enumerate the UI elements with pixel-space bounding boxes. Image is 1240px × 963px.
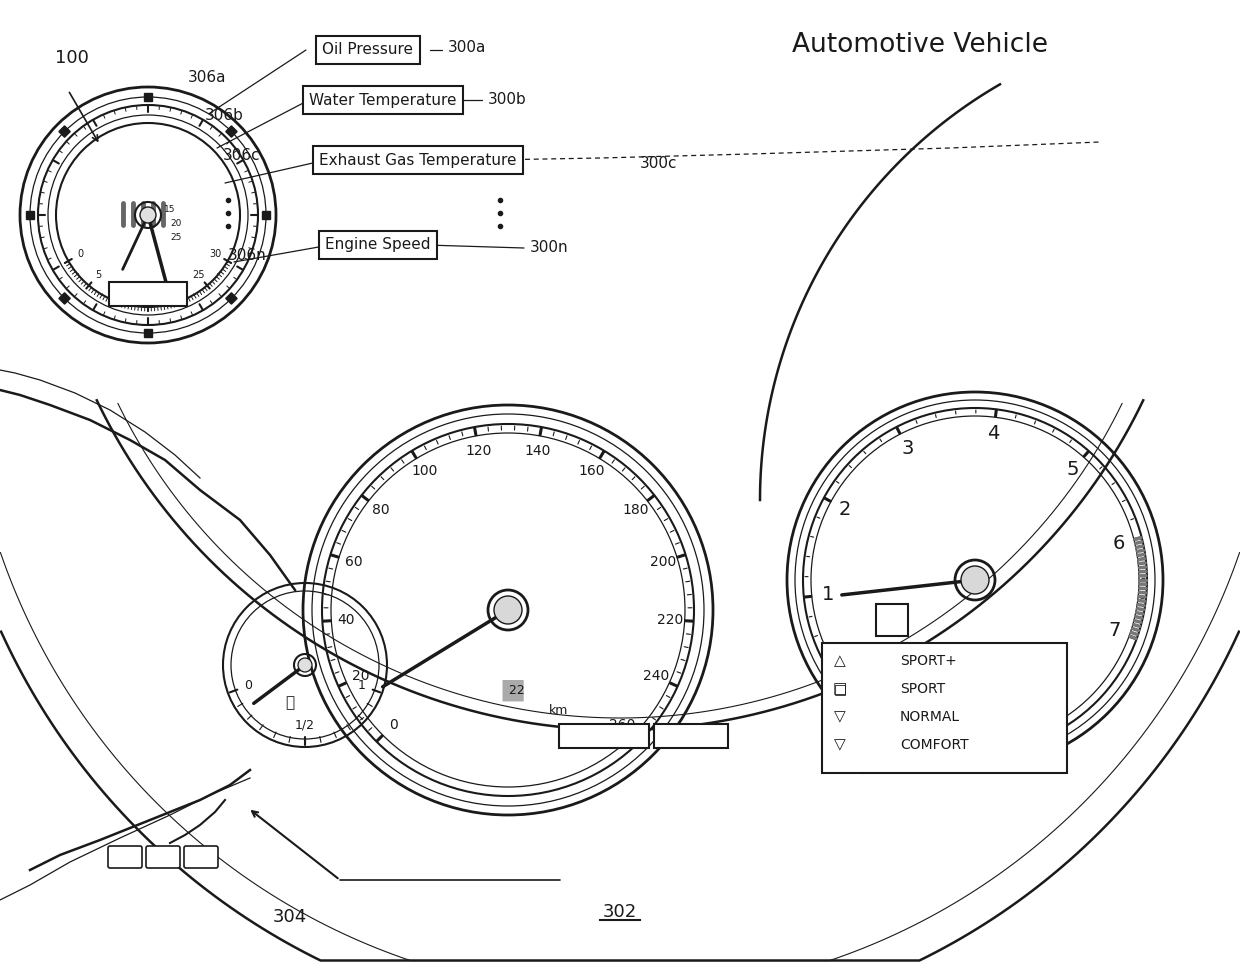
Polygon shape — [262, 211, 270, 219]
FancyBboxPatch shape — [146, 846, 180, 868]
Text: 5: 5 — [94, 270, 100, 279]
Text: ⛽: ⛽ — [285, 695, 295, 711]
Text: 7: 7 — [1107, 621, 1120, 640]
Circle shape — [298, 658, 312, 672]
Text: ■: ■ — [500, 676, 526, 704]
Text: 15: 15 — [164, 205, 176, 215]
Text: 3: 3 — [901, 439, 914, 457]
Text: 300n: 300n — [529, 241, 569, 255]
Text: 00864: 00864 — [585, 730, 622, 742]
Text: 348.8: 348.8 — [672, 730, 709, 742]
Circle shape — [812, 417, 1138, 743]
Text: 30: 30 — [210, 249, 222, 259]
Text: SPORT+: SPORT+ — [900, 654, 957, 668]
Text: Water Temperature: Water Temperature — [309, 92, 456, 108]
Text: 306c: 306c — [223, 147, 260, 163]
Text: 1: 1 — [822, 586, 835, 604]
Polygon shape — [60, 293, 71, 304]
Text: 240: 240 — [642, 669, 668, 684]
Text: 0: 0 — [244, 679, 253, 692]
Polygon shape — [60, 126, 71, 137]
Text: 15: 15 — [141, 288, 154, 298]
Circle shape — [332, 434, 684, 786]
Text: 5: 5 — [1066, 459, 1079, 479]
Text: 20: 20 — [170, 219, 182, 227]
Text: 100: 100 — [410, 464, 438, 479]
Text: 180: 180 — [622, 503, 649, 517]
Text: □: □ — [833, 682, 847, 696]
Text: 120: 120 — [465, 444, 492, 457]
Text: 300a: 300a — [448, 39, 486, 55]
Circle shape — [224, 584, 386, 746]
Text: 4: 4 — [987, 424, 999, 443]
Text: 10: 10 — [115, 283, 128, 294]
Text: 1: 1 — [357, 679, 366, 692]
Text: 302: 302 — [603, 903, 637, 921]
Text: 0: 0 — [856, 665, 868, 685]
Text: 20: 20 — [169, 283, 181, 294]
Text: Exhaust Gas Temperature: Exhaust Gas Temperature — [319, 152, 517, 168]
Text: NORMAL: NORMAL — [900, 710, 960, 724]
Text: 40: 40 — [337, 612, 355, 627]
Polygon shape — [26, 211, 33, 219]
FancyBboxPatch shape — [653, 724, 728, 748]
FancyBboxPatch shape — [822, 643, 1066, 773]
Text: 0: 0 — [389, 717, 398, 732]
Text: 306a: 306a — [188, 70, 227, 86]
Text: SPORT: SPORT — [900, 682, 945, 696]
FancyBboxPatch shape — [109, 282, 187, 306]
Text: Engine Speed: Engine Speed — [325, 238, 430, 252]
Text: 300b: 300b — [489, 92, 527, 108]
Text: ▽: ▽ — [835, 710, 846, 724]
FancyBboxPatch shape — [108, 846, 143, 868]
Text: 300c: 300c — [640, 155, 677, 170]
Circle shape — [140, 207, 156, 223]
Text: 60: 60 — [345, 555, 362, 569]
Text: 25: 25 — [192, 270, 205, 279]
Text: 22: 22 — [501, 684, 525, 696]
Polygon shape — [226, 126, 237, 137]
Text: ▽: ▽ — [835, 738, 846, 752]
Text: 160: 160 — [579, 464, 605, 479]
Text: 2: 2 — [838, 500, 851, 519]
Circle shape — [494, 596, 522, 624]
Text: 306n: 306n — [228, 247, 267, 263]
Text: COMFORT: COMFORT — [900, 738, 968, 752]
FancyBboxPatch shape — [559, 724, 649, 748]
FancyBboxPatch shape — [875, 604, 908, 636]
Polygon shape — [144, 329, 153, 337]
Text: 20: 20 — [351, 669, 370, 684]
Text: 140: 140 — [525, 444, 551, 457]
Text: 260: 260 — [609, 717, 636, 732]
Text: 100: 100 — [55, 49, 89, 67]
Text: □: □ — [833, 682, 847, 696]
Text: Oil Pressure: Oil Pressure — [322, 42, 413, 58]
FancyBboxPatch shape — [184, 846, 218, 868]
Text: km: km — [549, 704, 569, 716]
Text: △: △ — [835, 654, 846, 668]
Polygon shape — [144, 93, 153, 101]
Text: 0: 0 — [77, 249, 83, 259]
Text: 220: 220 — [656, 612, 683, 627]
Text: Automotive Vehicle: Automotive Vehicle — [792, 32, 1048, 58]
Text: 6: 6 — [1112, 534, 1125, 553]
Text: 1/2: 1/2 — [295, 718, 315, 732]
Polygon shape — [226, 293, 237, 304]
Circle shape — [961, 566, 990, 594]
Text: 304: 304 — [273, 908, 308, 926]
Text: P: P — [885, 611, 899, 630]
Text: 0000.0: 0000.0 — [125, 288, 171, 300]
Text: 200: 200 — [650, 555, 676, 569]
Text: 80: 80 — [372, 503, 389, 517]
Text: 306b: 306b — [205, 108, 244, 122]
Text: 25: 25 — [170, 232, 182, 242]
